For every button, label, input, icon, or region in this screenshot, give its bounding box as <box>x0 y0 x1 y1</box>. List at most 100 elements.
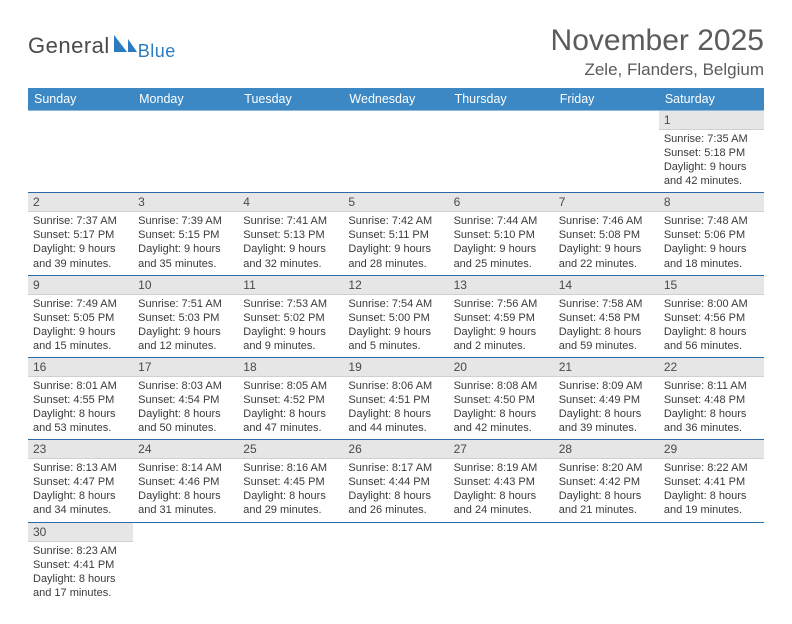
day-data: Sunrise: 8:20 AMSunset: 4:42 PMDaylight:… <box>554 459 659 521</box>
day-data: Sunrise: 7:42 AMSunset: 5:11 PMDaylight:… <box>343 212 448 274</box>
logo-sail-icon <box>112 32 138 59</box>
day-number: 22 <box>659 358 764 377</box>
day-number: 21 <box>554 358 659 377</box>
weekday-header: Wednesday <box>343 88 448 111</box>
day-data: Sunrise: 8:03 AMSunset: 4:54 PMDaylight:… <box>133 377 238 439</box>
day-data: Sunrise: 8:22 AMSunset: 4:41 PMDaylight:… <box>659 459 764 521</box>
calendar-cell: 27Sunrise: 8:19 AMSunset: 4:43 PMDayligh… <box>449 440 554 522</box>
day-data: Sunrise: 8:14 AMSunset: 4:46 PMDaylight:… <box>133 459 238 521</box>
calendar-cell: 4Sunrise: 7:41 AMSunset: 5:13 PMDaylight… <box>238 193 343 275</box>
day-data: Sunrise: 8:01 AMSunset: 4:55 PMDaylight:… <box>28 377 133 439</box>
weekday-header: Tuesday <box>238 88 343 111</box>
day-number: 12 <box>343 276 448 295</box>
calendar-cell <box>238 111 343 193</box>
day-number: 6 <box>449 193 554 212</box>
calendar-cell <box>449 522 554 604</box>
day-data: Sunrise: 7:37 AMSunset: 5:17 PMDaylight:… <box>28 212 133 274</box>
calendar-cell: 10Sunrise: 7:51 AMSunset: 5:03 PMDayligh… <box>133 275 238 357</box>
calendar-cell: 18Sunrise: 8:05 AMSunset: 4:52 PMDayligh… <box>238 357 343 439</box>
day-number: 30 <box>28 523 133 542</box>
day-data: Sunrise: 7:58 AMSunset: 4:58 PMDaylight:… <box>554 295 659 357</box>
weekday-header: Monday <box>133 88 238 111</box>
calendar-cell: 11Sunrise: 7:53 AMSunset: 5:02 PMDayligh… <box>238 275 343 357</box>
day-data: Sunrise: 8:17 AMSunset: 4:44 PMDaylight:… <box>343 459 448 521</box>
day-number: 5 <box>343 193 448 212</box>
weekday-header: Friday <box>554 88 659 111</box>
calendar-cell: 20Sunrise: 8:08 AMSunset: 4:50 PMDayligh… <box>449 357 554 439</box>
day-number: 20 <box>449 358 554 377</box>
day-number: 14 <box>554 276 659 295</box>
day-number: 24 <box>133 440 238 459</box>
calendar-cell: 8Sunrise: 7:48 AMSunset: 5:06 PMDaylight… <box>659 193 764 275</box>
day-number: 15 <box>659 276 764 295</box>
calendar-week: 1Sunrise: 7:35 AMSunset: 5:18 PMDaylight… <box>28 111 764 193</box>
calendar-head: SundayMondayTuesdayWednesdayThursdayFrid… <box>28 88 764 111</box>
logo-text-blue: Blue <box>138 41 176 62</box>
calendar-cell: 29Sunrise: 8:22 AMSunset: 4:41 PMDayligh… <box>659 440 764 522</box>
calendar-cell: 17Sunrise: 8:03 AMSunset: 4:54 PMDayligh… <box>133 357 238 439</box>
calendar-cell: 5Sunrise: 7:42 AMSunset: 5:11 PMDaylight… <box>343 193 448 275</box>
day-number: 3 <box>133 193 238 212</box>
calendar-week: 9Sunrise: 7:49 AMSunset: 5:05 PMDaylight… <box>28 275 764 357</box>
calendar-cell: 9Sunrise: 7:49 AMSunset: 5:05 PMDaylight… <box>28 275 133 357</box>
logo-text-general: General <box>28 33 110 59</box>
day-data: Sunrise: 7:46 AMSunset: 5:08 PMDaylight:… <box>554 212 659 274</box>
calendar-week: 23Sunrise: 8:13 AMSunset: 4:47 PMDayligh… <box>28 440 764 522</box>
weekday-header: Sunday <box>28 88 133 111</box>
page: General Blue November 2025 Zele, Flander… <box>0 0 792 624</box>
header: General Blue November 2025 Zele, Flander… <box>28 24 764 80</box>
day-number: 29 <box>659 440 764 459</box>
day-number: 2 <box>28 193 133 212</box>
day-number: 26 <box>343 440 448 459</box>
title-block: November 2025 Zele, Flanders, Belgium <box>551 24 764 80</box>
day-number: 25 <box>238 440 343 459</box>
calendar-cell: 13Sunrise: 7:56 AMSunset: 4:59 PMDayligh… <box>449 275 554 357</box>
calendar-cell: 14Sunrise: 7:58 AMSunset: 4:58 PMDayligh… <box>554 275 659 357</box>
calendar-week: 30Sunrise: 8:23 AMSunset: 4:41 PMDayligh… <box>28 522 764 604</box>
calendar-cell: 7Sunrise: 7:46 AMSunset: 5:08 PMDaylight… <box>554 193 659 275</box>
day-data: Sunrise: 8:08 AMSunset: 4:50 PMDaylight:… <box>449 377 554 439</box>
day-data: Sunrise: 7:44 AMSunset: 5:10 PMDaylight:… <box>449 212 554 274</box>
day-number: 23 <box>28 440 133 459</box>
day-number: 18 <box>238 358 343 377</box>
day-data: Sunrise: 7:56 AMSunset: 4:59 PMDaylight:… <box>449 295 554 357</box>
day-data: Sunrise: 7:51 AMSunset: 5:03 PMDaylight:… <box>133 295 238 357</box>
day-number: 19 <box>343 358 448 377</box>
weekday-row: SundayMondayTuesdayWednesdayThursdayFrid… <box>28 88 764 111</box>
calendar-cell: 21Sunrise: 8:09 AMSunset: 4:49 PMDayligh… <box>554 357 659 439</box>
day-data: Sunrise: 7:39 AMSunset: 5:15 PMDaylight:… <box>133 212 238 274</box>
calendar-cell: 23Sunrise: 8:13 AMSunset: 4:47 PMDayligh… <box>28 440 133 522</box>
calendar-cell <box>133 111 238 193</box>
day-data: Sunrise: 8:13 AMSunset: 4:47 PMDaylight:… <box>28 459 133 521</box>
day-data: Sunrise: 8:05 AMSunset: 4:52 PMDaylight:… <box>238 377 343 439</box>
calendar-table: SundayMondayTuesdayWednesdayThursdayFrid… <box>28 88 764 604</box>
calendar-cell <box>343 522 448 604</box>
calendar-cell <box>238 522 343 604</box>
day-number: 16 <box>28 358 133 377</box>
day-number: 11 <box>238 276 343 295</box>
day-number: 1 <box>659 111 764 130</box>
day-number: 9 <box>28 276 133 295</box>
calendar-cell <box>28 111 133 193</box>
calendar-cell: 26Sunrise: 8:17 AMSunset: 4:44 PMDayligh… <box>343 440 448 522</box>
day-number: 4 <box>238 193 343 212</box>
day-data: Sunrise: 8:11 AMSunset: 4:48 PMDaylight:… <box>659 377 764 439</box>
calendar-cell: 25Sunrise: 8:16 AMSunset: 4:45 PMDayligh… <box>238 440 343 522</box>
day-number: 10 <box>133 276 238 295</box>
day-data: Sunrise: 8:23 AMSunset: 4:41 PMDaylight:… <box>28 542 133 604</box>
calendar-cell: 1Sunrise: 7:35 AMSunset: 5:18 PMDaylight… <box>659 111 764 193</box>
calendar-cell <box>659 522 764 604</box>
calendar-cell: 2Sunrise: 7:37 AMSunset: 5:17 PMDaylight… <box>28 193 133 275</box>
calendar-cell: 15Sunrise: 8:00 AMSunset: 4:56 PMDayligh… <box>659 275 764 357</box>
day-data: Sunrise: 7:54 AMSunset: 5:00 PMDaylight:… <box>343 295 448 357</box>
day-number: 27 <box>449 440 554 459</box>
day-number: 17 <box>133 358 238 377</box>
day-data: Sunrise: 7:49 AMSunset: 5:05 PMDaylight:… <box>28 295 133 357</box>
month-title: November 2025 <box>551 24 764 58</box>
weekday-header: Thursday <box>449 88 554 111</box>
calendar-cell <box>133 522 238 604</box>
day-number: 8 <box>659 193 764 212</box>
day-data: Sunrise: 8:16 AMSunset: 4:45 PMDaylight:… <box>238 459 343 521</box>
calendar-cell <box>343 111 448 193</box>
day-number: 28 <box>554 440 659 459</box>
